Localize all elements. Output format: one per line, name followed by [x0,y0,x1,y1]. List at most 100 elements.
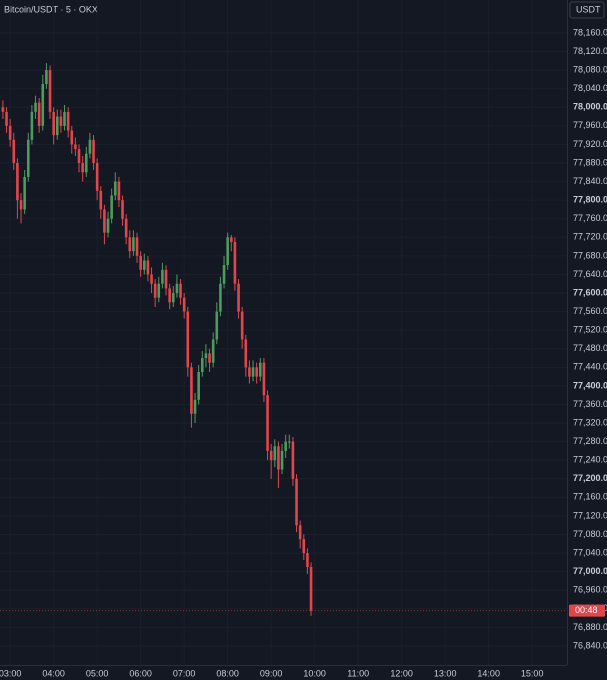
candle-body [34,102,37,112]
candle-body [175,283,179,294]
candle-body [99,190,103,210]
candle-body [229,237,233,242]
candle-body [70,130,74,145]
candle-body [298,525,302,540]
x-tick-label: 15:00 [521,668,544,678]
candle-body [135,237,139,256]
candle-body [106,218,110,233]
candle-body [81,162,84,173]
candle-body [266,395,269,451]
candle-body [237,283,240,312]
candle-body [258,362,262,377]
unit-label: USDT [576,4,601,14]
candle-body [211,339,215,363]
x-tick-label: 10:00 [303,668,326,678]
candle-body [84,153,88,173]
x-tick-label: 14:00 [477,668,500,678]
candle-body [277,446,280,470]
y-tick-label: 78,000.0 [573,102,607,112]
y-tick-label: 77,000.0 [573,566,607,576]
candle-body [291,441,295,479]
candle-body [26,139,30,177]
candle-body [59,116,63,126]
y-tick-label: 77,480.0 [573,343,607,353]
candle-body [52,111,55,136]
candle-body [146,260,150,275]
x-tick-label: 04:00 [42,668,65,678]
candle-body [55,116,59,136]
candle-body [171,293,175,303]
candle-body [179,283,182,298]
y-tick-label: 77,520.0 [573,325,607,335]
unit-box [569,1,605,19]
candle-body [204,353,208,359]
candle-body [110,195,113,219]
candle-body [226,237,229,266]
candle-body [132,237,135,252]
candle-body [113,181,117,196]
candle-body [92,139,95,163]
candle-body [12,139,16,163]
y-tick-label: 77,200.0 [573,473,607,483]
y-tick-label: 77,160.0 [573,492,607,502]
candle-body [16,162,19,201]
candle-body [248,367,251,377]
candle-body [74,144,77,150]
y-tick-label: 77,040.0 [573,547,607,557]
candle-body [255,367,258,377]
candle-body [215,311,219,340]
y-tick-label: 77,960.0 [573,120,607,130]
y-tick-label: 77,840.0 [573,176,607,186]
candle-body [309,567,313,611]
y-tick-label: 77,120.0 [573,510,607,520]
candle-body [164,269,168,289]
candle-body [48,70,52,112]
x-tick-label: 07:00 [173,668,196,678]
candle-body [45,70,48,85]
candle-body [63,111,66,126]
candle-body [197,371,200,400]
candle-body [219,283,222,312]
x-tick-label: 06:00 [129,668,152,678]
chart-title: Bitcoin/USDT · 5 · OKX [4,4,98,14]
x-tick-label: 03:00 [0,668,21,678]
candle-body [41,84,45,126]
candle-body [88,139,92,154]
candle-body [5,111,8,126]
candle-body [128,237,132,252]
candle-body [190,367,193,414]
y-tick-label: 77,400.0 [573,380,607,390]
y-tick-label: 76,880.0 [573,622,607,632]
candle-body [306,553,309,568]
y-tick-label: 77,560.0 [573,306,607,316]
x-tick-label: 05:00 [86,668,109,678]
candle-body [157,283,161,298]
candle-body [77,149,81,163]
y-tick-label: 77,080.0 [573,529,607,539]
candle-body [117,181,121,201]
candle-body [193,399,197,414]
candle-body [233,241,237,284]
y-tick-label: 77,640.0 [573,269,607,279]
countdown: 00:48 [575,605,598,615]
candle-body [208,353,211,363]
y-tick-label: 77,680.0 [573,250,607,260]
candle-body [168,288,171,303]
x-tick-label: 12:00 [390,668,413,678]
y-tick-label: 77,440.0 [573,362,607,372]
candle-body [153,283,157,298]
candle-body [284,441,287,451]
y-tick-label: 78,120.0 [573,46,607,56]
y-tick-label: 78,080.0 [573,64,607,74]
candle-body [23,176,26,210]
candle-body [288,441,291,443]
y-tick-label: 77,320.0 [573,417,607,427]
y-tick-label: 77,760.0 [573,213,607,223]
candle-body [273,446,277,461]
y-tick-label: 77,240.0 [573,455,607,465]
candle-body [30,111,34,140]
candle-body [103,209,106,233]
candle-body [161,269,164,284]
